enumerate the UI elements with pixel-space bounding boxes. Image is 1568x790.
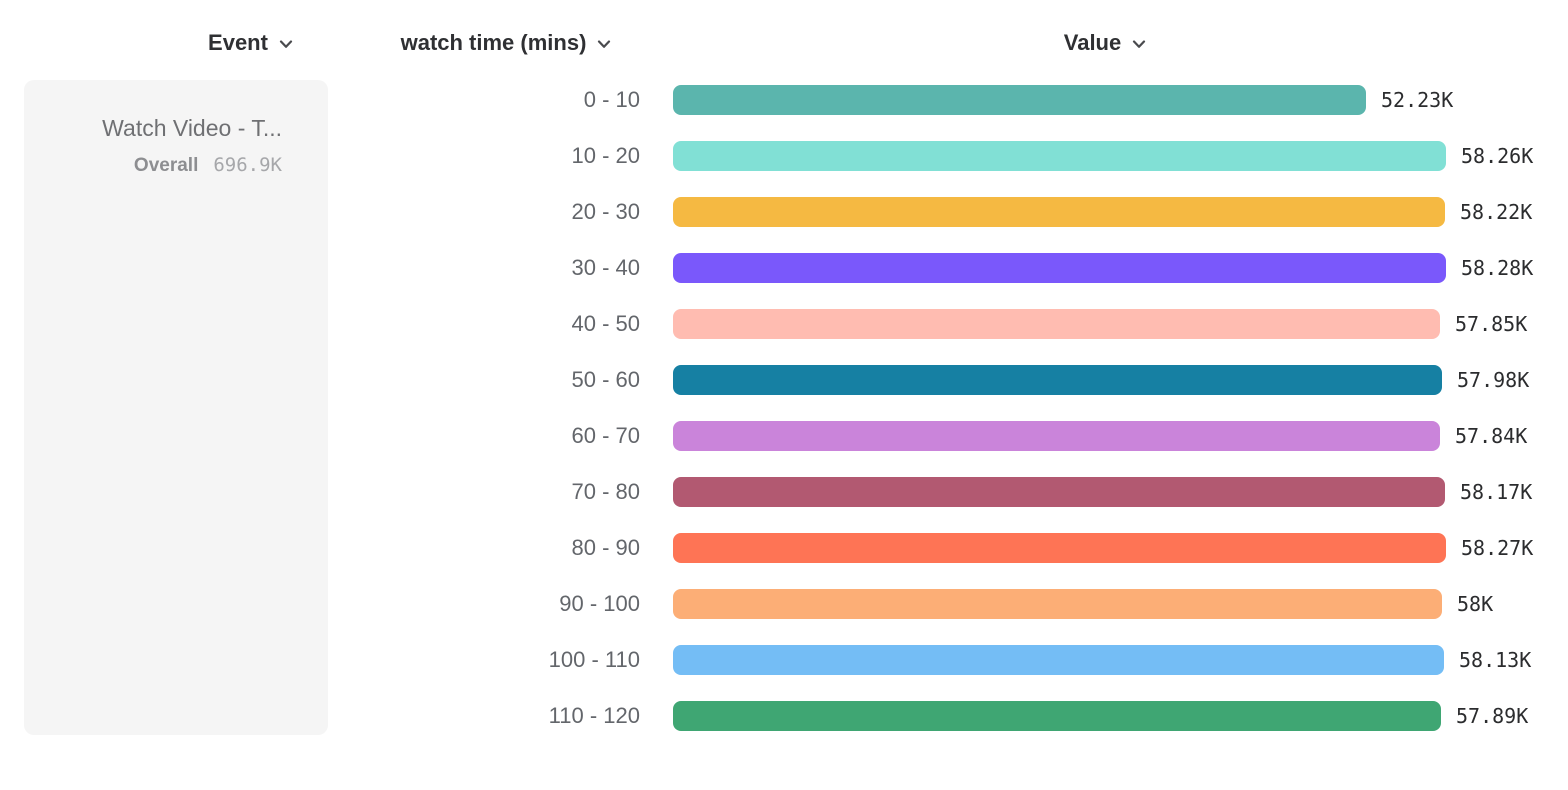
overall-label: Overall bbox=[133, 154, 199, 176]
bar-row: 70 - 80 58.17K bbox=[0, 477, 1568, 507]
bar-value: 57.89K bbox=[1456, 704, 1529, 728]
bar-row: 40 - 50 57.85K bbox=[0, 309, 1568, 339]
bar-value: 58.26K bbox=[1461, 144, 1534, 168]
bar-segment[interactable] bbox=[673, 365, 1442, 395]
event-card-content: Watch Video - T... Overall 696.9K bbox=[24, 80, 328, 177]
bar-row: 30 - 40 58.28K bbox=[0, 253, 1568, 283]
event-card[interactable]: Watch Video - T... Overall 696.9K bbox=[24, 80, 328, 735]
bucket-label: 10 - 20 bbox=[571, 143, 641, 168]
bar-row: 20 - 30 58.22K bbox=[0, 197, 1568, 227]
bucket-label: 110 - 120 bbox=[548, 703, 640, 728]
bar-segment[interactable] bbox=[673, 477, 1445, 507]
breakdown-column-label: watch time (mins) bbox=[400, 30, 587, 55]
breakdown-column-dropdown[interactable]: watch time (mins) bbox=[381, 28, 631, 58]
bar-row: 50 - 60 57.98K bbox=[0, 365, 1568, 395]
overall-row: Overall 696.9K bbox=[24, 154, 282, 177]
bar-chart: 0 - 10 52.23K 10 - 20 58.26K 20 - 30 58.22K 30… bbox=[0, 85, 1568, 757]
bar-segment[interactable] bbox=[673, 197, 1445, 227]
bar-segment[interactable] bbox=[673, 85, 1366, 115]
bar-value: 58.28K bbox=[1461, 256, 1534, 280]
bar-value: 57.98K bbox=[1457, 368, 1530, 392]
bar-segment[interactable] bbox=[673, 309, 1440, 339]
bucket-label: 0 - 10 bbox=[583, 87, 640, 112]
bar-segment[interactable] bbox=[673, 141, 1446, 171]
bucket-label: 80 - 90 bbox=[571, 535, 641, 560]
bar-segment[interactable] bbox=[673, 589, 1442, 619]
event-column-dropdown[interactable]: Event bbox=[178, 28, 323, 58]
chevron-down-icon bbox=[1132, 37, 1146, 49]
bar-value: 58.27K bbox=[1461, 536, 1534, 560]
bar-row: 90 - 100 58K bbox=[0, 589, 1568, 619]
bar-segment[interactable] bbox=[673, 533, 1446, 563]
bar-value: 58K bbox=[1457, 592, 1494, 616]
bar-segment[interactable] bbox=[673, 421, 1440, 451]
bar-row: 60 - 70 57.84K bbox=[0, 421, 1568, 451]
bar-value: 52.23K bbox=[1381, 88, 1454, 112]
bar-segment[interactable] bbox=[673, 253, 1446, 283]
bucket-label: 90 - 100 bbox=[559, 591, 640, 616]
bar-row: 80 - 90 58.27K bbox=[0, 533, 1568, 563]
bucket-label: 20 - 30 bbox=[571, 199, 641, 224]
event-column-label: Event bbox=[208, 30, 268, 55]
bar-value: 57.85K bbox=[1455, 312, 1528, 336]
bucket-label: 60 - 70 bbox=[571, 423, 641, 448]
bar-value: 58.13K bbox=[1459, 648, 1532, 672]
bar-row: 10 - 20 58.26K bbox=[0, 141, 1568, 171]
bar-segment[interactable] bbox=[673, 701, 1441, 731]
bucket-label: 70 - 80 bbox=[571, 479, 641, 504]
bucket-label: 30 - 40 bbox=[571, 255, 641, 280]
bar-row: 0 - 10 52.23K bbox=[0, 85, 1568, 115]
bucket-label: 40 - 50 bbox=[571, 311, 641, 336]
bucket-label: 50 - 60 bbox=[571, 367, 641, 392]
value-column-dropdown[interactable]: Value bbox=[1030, 28, 1180, 58]
bar-row: 110 - 120 57.89K bbox=[0, 701, 1568, 731]
bar-row: 100 - 110 58.13K bbox=[0, 645, 1568, 675]
bar-value: 58.22K bbox=[1460, 200, 1533, 224]
bar-value: 57.84K bbox=[1455, 424, 1528, 448]
value-column-label: Value bbox=[1063, 30, 1122, 55]
bar-value: 58.17K bbox=[1460, 480, 1533, 504]
chevron-down-icon bbox=[279, 37, 293, 49]
chevron-down-icon bbox=[597, 37, 611, 49]
bar-segment[interactable] bbox=[673, 645, 1444, 675]
overall-value: 696.9K bbox=[213, 153, 282, 176]
bucket-label: 100 - 110 bbox=[548, 647, 640, 672]
event-name: Watch Video - T... bbox=[102, 115, 282, 141]
